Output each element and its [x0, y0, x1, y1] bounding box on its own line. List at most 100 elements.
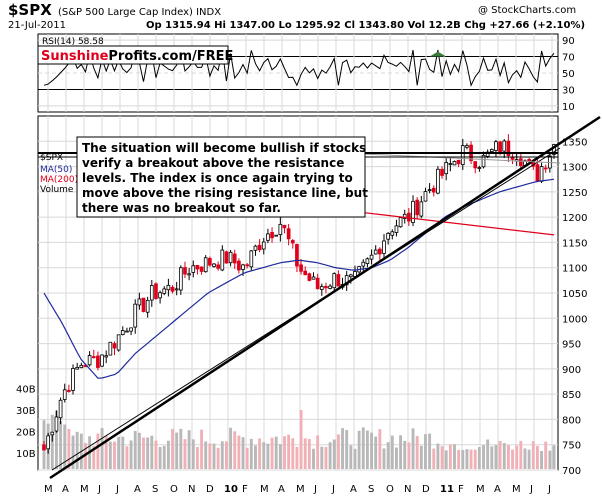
volume-bar — [254, 445, 257, 469]
legend-spx: $SPX — [40, 153, 63, 163]
volume-bar — [67, 429, 71, 469]
volume-bar — [506, 445, 510, 469]
volume-bar — [59, 421, 63, 469]
candle-body — [75, 367, 80, 370]
price-axis-ticks: 1350 1300 1250 1200 1150 1100 1050 1000 950 900 85… — [562, 137, 587, 477]
price-tick-label: 1250 — [562, 188, 587, 199]
x-tick-label: M — [44, 484, 53, 495]
volume-bar — [394, 447, 398, 469]
candle-body — [543, 167, 548, 170]
volume-bar — [212, 443, 216, 469]
candle-body — [344, 275, 349, 286]
candle-body — [282, 224, 287, 229]
candle-body — [137, 298, 142, 306]
volume-bar — [382, 448, 386, 469]
candle-body — [473, 161, 478, 169]
price-tick-label: 950 — [562, 340, 581, 351]
candle-body — [154, 283, 158, 299]
volume-bar — [258, 438, 262, 469]
annotation-line-4: move above the rising resistance line, b… — [82, 186, 368, 200]
price-tick-label: 1200 — [562, 213, 587, 224]
candle-body — [477, 167, 482, 169]
annotation-line-1: The situation will become bullish if sto… — [82, 141, 366, 155]
volume-bar — [365, 430, 369, 469]
volume-bar — [341, 428, 344, 469]
volume-bar — [511, 449, 514, 469]
volume-bar — [519, 440, 523, 469]
candle-body — [245, 264, 250, 267]
x-tick-label: O — [170, 484, 178, 495]
volume-tick-label: 20B — [16, 428, 36, 439]
candle-body — [452, 160, 457, 166]
x-tick-label: A — [62, 484, 69, 495]
x-tick-label: S — [152, 484, 158, 495]
candle-body — [216, 264, 220, 269]
volume-bar — [440, 446, 444, 469]
price-tick-label: 900 — [562, 365, 581, 376]
brand-box — [37, 45, 229, 65]
candle-body — [212, 263, 216, 267]
volume-bar — [540, 451, 544, 469]
candle-body — [224, 251, 229, 264]
price-panel: $SPX MA(50) MA(200) Volume The situation… — [16, 115, 601, 480]
volume-bar — [125, 446, 129, 469]
x-tick-label: A — [350, 484, 357, 495]
candle-body — [133, 303, 138, 328]
volume-bar — [349, 445, 353, 469]
volume-bar — [473, 449, 477, 469]
rsi-tick-label: 10 — [562, 102, 575, 113]
x-tick-label: M — [260, 484, 269, 495]
volume-bar — [71, 435, 75, 469]
volume-bar — [266, 443, 270, 469]
candle-body — [274, 234, 279, 237]
candle-body — [502, 140, 507, 152]
copyright: @ StockCharts.com — [478, 5, 576, 16]
brand-red: Sunshine — [41, 49, 109, 64]
volume-bar — [345, 429, 349, 469]
volume-bar — [175, 432, 179, 469]
candle-body — [158, 292, 162, 299]
volume-bar — [237, 435, 241, 469]
x-tick-label: O — [386, 484, 394, 495]
candle-body — [286, 228, 291, 240]
candle-body — [307, 273, 312, 281]
candle-body — [162, 288, 167, 294]
x-tick-label: 10 — [224, 484, 238, 495]
annotation-frame — [76, 136, 366, 218]
candle-body — [539, 166, 544, 182]
volume-bar — [544, 441, 548, 469]
candle-body — [431, 187, 436, 193]
candle-body — [407, 212, 411, 222]
candle-body — [448, 163, 453, 166]
candle-body — [87, 355, 92, 366]
x-tick-label: N — [404, 484, 411, 495]
x-tick-label: J — [529, 484, 533, 495]
volume-bar — [428, 433, 432, 469]
volume-bar — [171, 428, 174, 469]
candle-body — [91, 356, 96, 359]
volume-bar — [461, 449, 465, 469]
candle-body — [149, 285, 154, 301]
candle-body — [195, 264, 200, 270]
volume-bar — [424, 434, 427, 469]
volume-bar — [200, 429, 204, 469]
candle-body — [100, 354, 104, 367]
candle-body — [62, 389, 67, 400]
price-tick-label: 700 — [562, 466, 581, 477]
candle-body — [237, 260, 241, 271]
volume-bar — [270, 437, 274, 469]
rsi-tick-label: 70 — [562, 53, 575, 64]
volume-bar — [146, 437, 150, 469]
candle-body — [199, 266, 204, 272]
volume-bars — [42, 410, 556, 469]
price-tick-label: 800 — [562, 415, 581, 426]
brand-black: Profits.com/FREE — [108, 49, 233, 64]
candle-body — [125, 330, 129, 333]
volume-bar — [100, 428, 104, 469]
candle-body — [415, 199, 420, 216]
candle-body — [241, 264, 245, 270]
candle-body — [257, 244, 262, 251]
candle-body — [369, 254, 374, 260]
price-tick-label: 1350 — [562, 137, 587, 148]
candle-body — [178, 267, 183, 291]
